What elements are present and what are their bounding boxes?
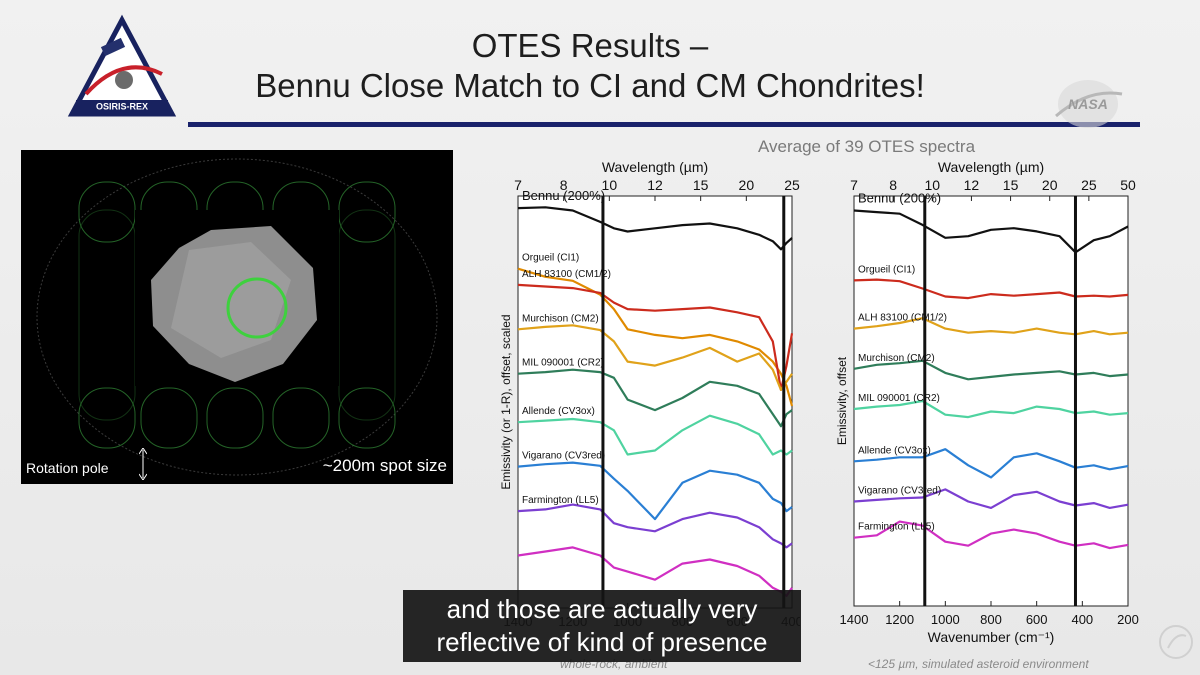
bottom-tick-label: 400 [1071,612,1093,627]
spectrum-line [517,368,793,428]
spectrum-label: Bennu (200%) [858,190,941,205]
y-axis-label: Emissivity, offset [835,356,849,445]
y-axis-label: Emissivity (or 1-R), offset, scaled [499,314,513,489]
osiris-rex-logo: OSIRIS-REX [67,14,177,117]
bottom-tick-label: 600 [1026,612,1048,627]
top-tick-label: 25 [784,177,800,193]
plot-frame [517,195,793,609]
caption-line-2: reflective of kind of presence [436,627,768,657]
top-tick-label: 15 [1003,177,1019,193]
footnote-right: <125 µm, simulated asteroid environment [868,657,1089,671]
otes-spot-circle [226,277,288,339]
top-axis-label: Wavelength (µm) [602,159,708,175]
bennu-observation-image: Rotation pole ~200m spot size [21,150,453,484]
spectrum-line [853,488,1129,509]
video-caption: and those are actually very reflective o… [403,590,801,662]
top-tick-label: 7 [850,177,858,193]
spectra-caption: Average of 39 OTES spectra [758,137,976,156]
title-divider [188,122,1140,127]
spectrum-line [517,324,793,391]
svg-text:NASA: NASA [1068,96,1108,112]
spectrum-label: Farmington (LL5) [522,495,599,506]
top-tick-label: 10 [602,177,618,193]
slide-title: OTES Results – Bennu Close Match to CI a… [190,26,990,106]
bottom-tick-label: 1200 [885,612,914,627]
spectrum-line [853,317,1129,336]
spectrum-label: Farmington (LL5) [858,522,935,533]
bottom-axis-label: Wavenumber (cm⁻¹) [928,629,1055,645]
rotation-pole-arrow-icon [139,448,147,480]
spectrum-label: MIL 090001 (CR2) [858,393,940,404]
spectrum-line [853,359,1129,381]
spectrum-line [853,520,1129,550]
channel-watermark-icon [1159,625,1193,659]
top-tick-label: 20 [1042,177,1058,193]
bottom-tick-label: 200 [1117,612,1139,627]
spectrum-label: Allende (CV3ox) [858,445,931,456]
spectrum-line [517,503,793,549]
spectrum-label: Orgueil (CI1) [522,253,579,264]
spectrum-line [517,283,794,391]
spectrum-label: Bennu (200%) [522,188,605,203]
plot-frame [853,195,1129,607]
top-tick-label: 25 [1081,177,1097,193]
spectrum-line [853,278,1129,300]
spectrum-line [853,399,1129,419]
bottom-tick-label: 800 [980,612,1002,627]
spot-size-label: ~200m spot size [322,456,447,475]
top-tick-label: 20 [739,177,755,193]
observation-footprints [36,158,438,476]
bottom-tick-label: 1400 [840,612,869,627]
title-line-1: OTES Results – [471,27,709,64]
spectra-chart-right: 7 8 10 12 15 20 25 50 Wavelength (µm) 1400 1200 100… [835,159,1139,645]
top-tick-label: 8 [889,177,897,193]
bottom-tick-label: 1000 [931,612,960,627]
top-axis-label: Wavelength (µm) [938,159,1044,175]
nasa-logo: NASA [1055,80,1123,128]
top-tick-label: 50 [1120,177,1136,193]
top-tick-label: 7 [514,177,522,193]
spectrum-label: Vigarano (CV3red) [858,485,941,496]
spectrum-label: Vigarano (CV3red) [522,451,605,462]
spectrum-label: Allende (CV3ox) [522,406,595,417]
spectrum-line [853,209,1129,254]
spectrum-line [517,461,793,521]
spectrum-label: ALH 83100 (CM1/2) [522,269,611,280]
spectrum-label: ALH 83100 (CM1/2) [858,313,947,324]
svg-text:OSIRIS-REX: OSIRIS-REX [96,102,148,112]
spectrum-label: Orgueil (CI1) [858,264,915,275]
title-line-2: Bennu Close Match to CI and CM Chondrite… [255,67,925,104]
top-tick-label: 8 [560,177,568,193]
spectrum-line [853,448,1129,479]
rotation-pole-label: Rotation pole [26,460,109,476]
spectrum-label: Murchison (CM2) [858,353,935,364]
spectrum-line [517,206,793,251]
top-tick-label: 10 [924,177,940,193]
top-tick-label: 12 [964,177,980,193]
spectrum-label: Murchison (CM2) [522,313,599,324]
spectrum-label: MIL 090001 (CR2) [522,358,604,369]
caption-line-1: and those are actually very [446,594,758,624]
top-tick-label: 15 [693,177,709,193]
spectrum-line [517,414,793,456]
top-tick-label: 12 [647,177,663,193]
